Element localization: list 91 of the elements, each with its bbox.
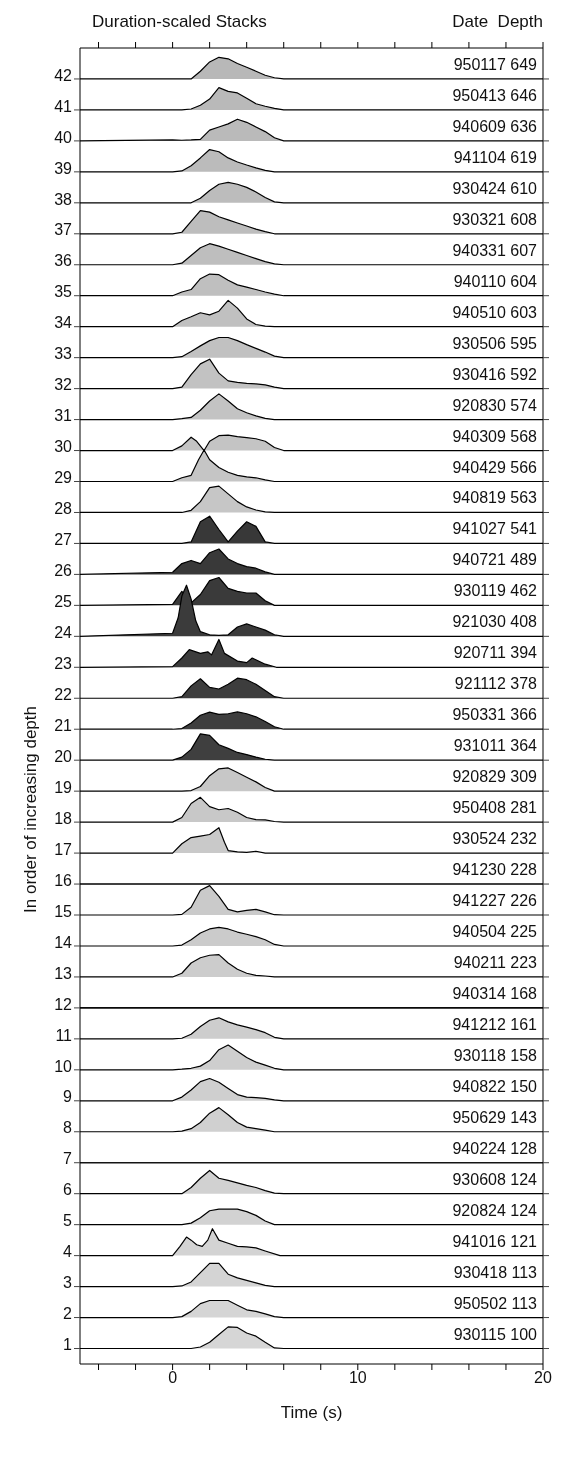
y-tick-label: 40 <box>54 128 73 146</box>
y-tick-label: 34 <box>54 314 73 332</box>
x-axis-title: Time (s) <box>280 1403 343 1422</box>
annotation: 920711 394 <box>453 644 538 662</box>
y-tick-label: 10 <box>54 1057 73 1075</box>
annotation: 930119 462 <box>453 582 538 600</box>
y-tick-label: 7 <box>63 1150 73 1168</box>
annotation: 950408 281 <box>452 799 538 817</box>
annotation: 940510 603 <box>452 303 538 321</box>
annotation: 941027 541 <box>452 520 538 538</box>
annotation: 940819 563 <box>452 489 538 507</box>
y-tick-label: 20 <box>54 747 73 765</box>
annotation: 920829 309 <box>452 768 538 786</box>
annotation: 920824 124 <box>452 1201 538 1219</box>
annotation: 930115 100 <box>453 1325 538 1343</box>
text: Date Depth <box>452 12 543 32</box>
annotation: 930118 158 <box>453 1046 538 1064</box>
y-tick-label: 38 <box>54 190 73 208</box>
y-tick-label: 25 <box>54 593 73 611</box>
annotation: 941212 161 <box>452 1015 538 1033</box>
y-tick-label: 24 <box>54 624 73 642</box>
annotation: 930506 595 <box>452 334 538 352</box>
y-tick-label: 37 <box>54 221 73 239</box>
annotation: 940110 604 <box>453 272 538 290</box>
y-tick-label: 28 <box>54 500 73 518</box>
annotation: 940609 636 <box>452 117 538 135</box>
y-tick-label: 30 <box>54 438 73 456</box>
y-tick-label: 4 <box>63 1243 73 1261</box>
y-tick-label: 1 <box>63 1336 73 1354</box>
annotation: 940224 128 <box>452 1139 538 1157</box>
y-tick-label: 6 <box>63 1181 73 1199</box>
y-tick-label: 13 <box>54 964 73 982</box>
y-tick-label: 8 <box>63 1119 73 1137</box>
annotation: 950117 649 <box>453 55 538 73</box>
y-tick-label: 17 <box>54 840 73 858</box>
y-axis-title: In order of increasing depth <box>21 706 41 913</box>
annotation: 930321 608 <box>452 210 538 228</box>
annotation: 941227 226 <box>452 892 538 910</box>
annotation: 940314 168 <box>452 984 538 1002</box>
annotation: 940309 568 <box>452 427 538 445</box>
y-tick-label: 29 <box>54 469 73 487</box>
annotation: 940822 150 <box>452 1077 538 1095</box>
y-tick-label: 12 <box>54 995 73 1013</box>
annotation: 930608 124 <box>452 1170 538 1188</box>
y-tick-label: 22 <box>54 685 73 703</box>
annotation: 940721 489 <box>452 551 538 569</box>
x-tick-label: 0 <box>168 1369 178 1387</box>
y-tick-label: 39 <box>54 159 73 177</box>
annotation: 950502 113 <box>453 1294 538 1312</box>
chart-title: Duration-scaled Stacks <box>92 12 267 32</box>
y-tick-label: 16 <box>54 871 73 889</box>
annotation: 930424 610 <box>452 179 538 197</box>
y-tick-label: 14 <box>54 933 73 951</box>
annotation: 921112 378 <box>454 675 538 693</box>
annotation: 940331 607 <box>452 241 538 259</box>
y-tick-label: 32 <box>54 376 73 394</box>
annotation: 930524 232 <box>452 830 538 848</box>
y-tick-label: 33 <box>54 345 73 363</box>
annotation: 950331 366 <box>452 706 538 724</box>
annotation: 920830 574 <box>452 396 538 414</box>
y-tick-label: 19 <box>54 778 73 796</box>
annotation: 941230 228 <box>452 861 538 879</box>
y-tick-label: 27 <box>54 531 73 549</box>
annotation: 921030 408 <box>452 613 538 631</box>
y-tick-label: 18 <box>54 809 73 827</box>
annotation: 950629 143 <box>452 1108 538 1126</box>
annotation: 930418 113 <box>453 1263 538 1281</box>
annotation: 940429 566 <box>452 458 538 476</box>
annotation: 941104 619 <box>453 148 538 166</box>
y-tick-label: 9 <box>63 1088 73 1106</box>
x-tick-label: 20 <box>534 1369 552 1387</box>
y-tick-label: 42 <box>54 66 73 84</box>
y-tick-label: 3 <box>63 1274 73 1292</box>
y-tick-label: 35 <box>54 283 73 301</box>
y-tick-label: 11 <box>55 1026 73 1044</box>
y-tick-label: 23 <box>54 654 73 672</box>
y-tick-label: 26 <box>54 562 73 580</box>
x-tick-label: 10 <box>348 1369 367 1387</box>
annotation: 930416 592 <box>452 365 538 383</box>
y-tick-label: 36 <box>54 252 73 270</box>
y-tick-label: 41 <box>54 97 73 115</box>
annotation: 950413 646 <box>452 86 538 104</box>
y-tick-label: 31 <box>54 407 73 425</box>
annotation: 940504 225 <box>452 922 538 940</box>
y-tick-label: 5 <box>63 1212 73 1230</box>
y-tick-label: 15 <box>54 902 73 920</box>
y-tick-label: 21 <box>54 716 73 734</box>
annotation: 941016 121 <box>452 1232 538 1250</box>
annotation: 931011 364 <box>453 737 538 755</box>
y-tick-label: 2 <box>63 1305 73 1323</box>
annotation: 940211 223 <box>453 953 538 971</box>
